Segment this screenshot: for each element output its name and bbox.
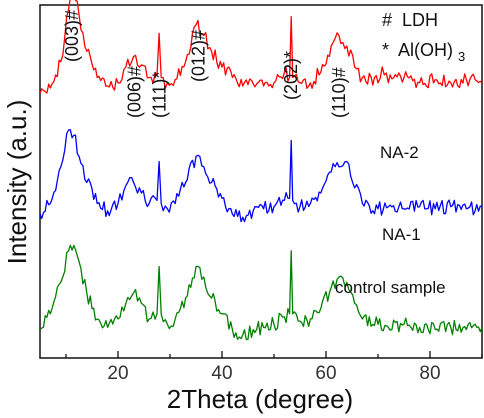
series-line-na-2 — [39, 0, 483, 94]
series-label: NA-2 — [380, 143, 419, 162]
peak-annotation: (006)# — [125, 66, 145, 118]
peak-annotation: (110)# — [329, 67, 349, 118]
legend-ldh-symbol: # — [382, 10, 392, 30]
series-label: control sample — [335, 278, 446, 297]
legend-ldh-text: LDH — [402, 10, 438, 30]
x-tick-label: 80 — [419, 363, 440, 384]
peak-annotation: (202)* — [281, 51, 301, 100]
legend-aloh3-subscript: 3 — [458, 49, 465, 64]
x-tick-label: 40 — [211, 363, 232, 384]
legend-aloh3-text: Al(OH) — [398, 40, 453, 60]
x-tick-label: 20 — [107, 363, 128, 384]
legend-aloh3: * Al(OH) 3 — [382, 40, 465, 64]
peak-annotations: (003)# (006)# (111)* (012)# (202)* (110)# — [62, 10, 349, 118]
peak-annotation: (003)# — [62, 10, 82, 62]
series-layer: NA-2 NA-1 control sample — [39, 0, 483, 341]
series-line-control-sample — [39, 244, 483, 341]
x-ticks: 20 40 60 80 — [65, 351, 483, 384]
peak-annotation: (012)# — [189, 30, 209, 82]
series-line-na-1 — [39, 129, 483, 223]
peak-annotation: (111)* — [150, 72, 170, 118]
x-tick-label: 60 — [315, 363, 336, 384]
x-axis-title: 2Theta (degree) — [167, 384, 353, 414]
plot-frame — [39, 4, 483, 359]
legend: # LDH * Al(OH) 3 — [382, 10, 465, 64]
y-axis-title: Intensity (a.u.) — [2, 100, 32, 265]
legend-aloh3-symbol: * — [382, 40, 389, 60]
series-label: NA-1 — [382, 225, 421, 244]
legend-ldh: # LDH — [382, 10, 438, 30]
